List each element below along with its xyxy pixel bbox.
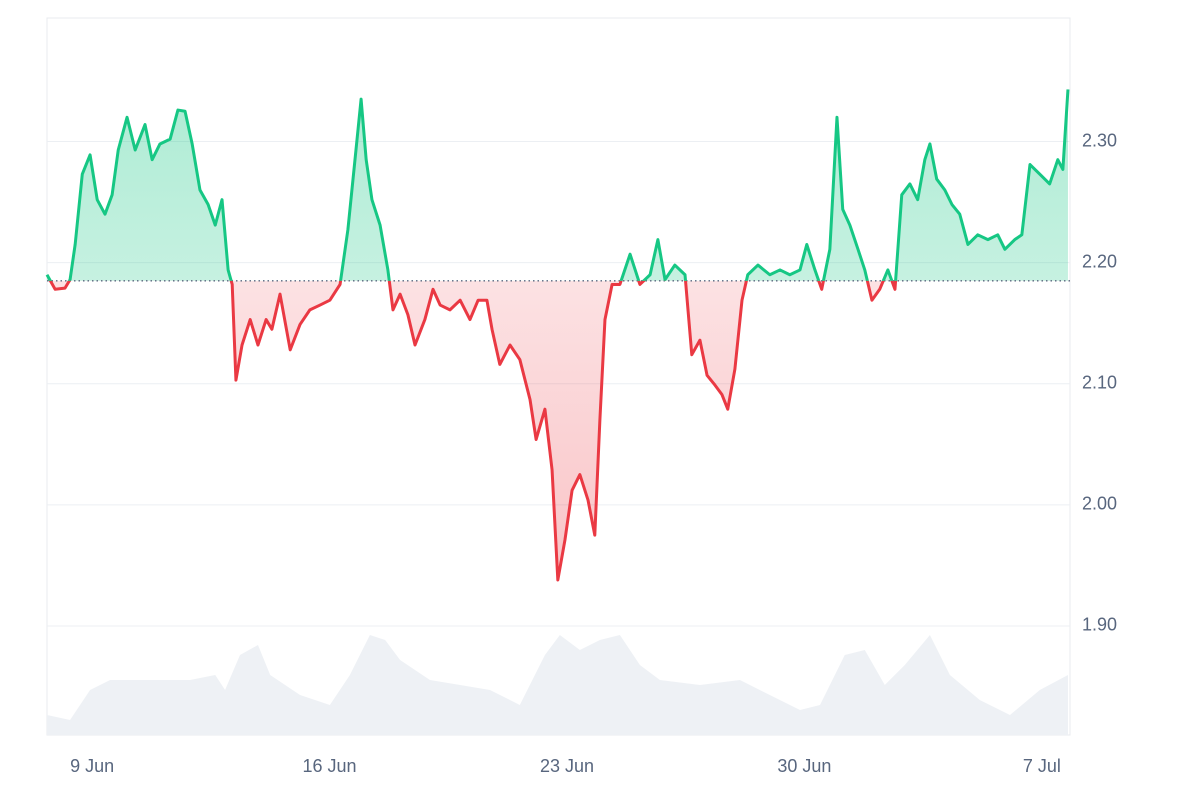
x-tick-label: 30 Jun <box>777 756 831 776</box>
x-tick-label: 16 Jun <box>303 756 357 776</box>
area-down <box>50 280 896 580</box>
price-line-down <box>48 280 898 582</box>
y-tick-label: 1.90 <box>1082 615 1117 635</box>
y-tick-label: 2.30 <box>1082 130 1117 150</box>
x-tick-label: 23 Jun <box>540 756 594 776</box>
y-tick-label: 2.00 <box>1082 494 1117 514</box>
y-tick-label: 2.10 <box>1082 373 1117 393</box>
area-up <box>47 89 1068 281</box>
price-line-up <box>45 89 1070 281</box>
y-tick-label: 2.20 <box>1082 251 1117 271</box>
volume-area <box>47 634 1068 735</box>
x-tick-label: 9 Jun <box>70 756 114 776</box>
x-tick-label: 7 Jul <box>1023 756 1061 776</box>
